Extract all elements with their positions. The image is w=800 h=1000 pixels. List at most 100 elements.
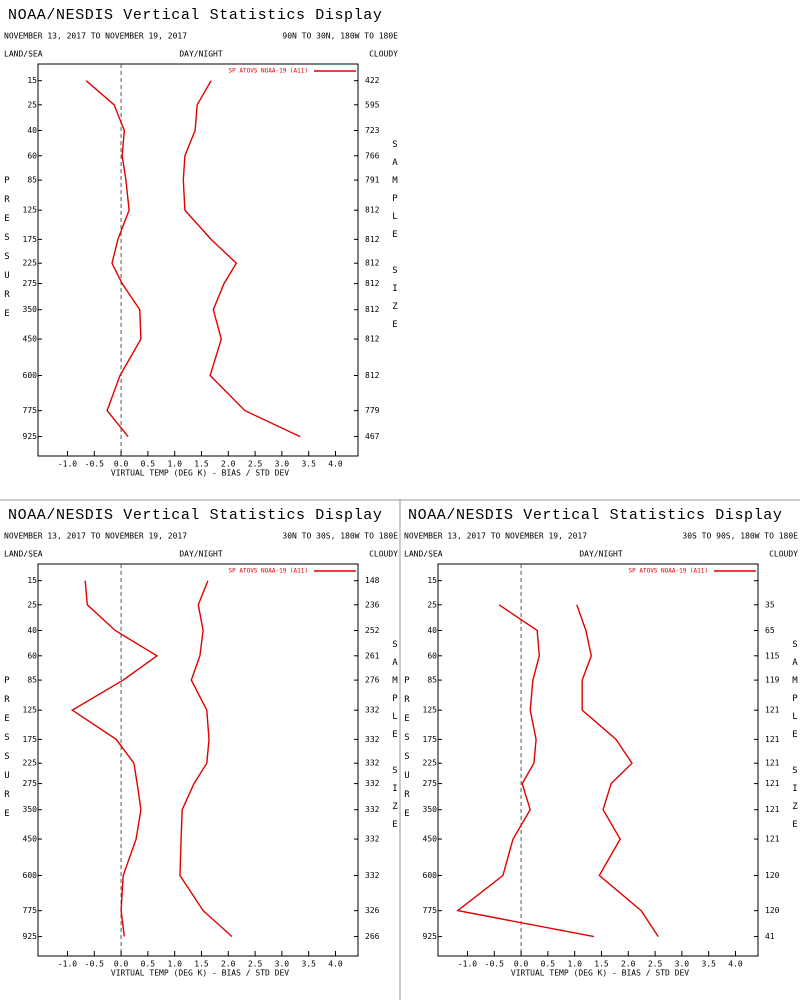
sample-size: 595 — [365, 100, 380, 109]
y-tick-label: 40 — [27, 126, 37, 135]
sample-size: 812 — [365, 305, 380, 314]
x-tick-label: 3.0 — [275, 960, 290, 969]
y-tick-label: 275 — [23, 279, 38, 288]
x-tick-label: 2.0 — [221, 960, 236, 969]
plot-frame — [37, 63, 359, 457]
y-tick-label: 450 — [23, 335, 38, 344]
bias-line — [70, 580, 159, 937]
sample-size: 121 — [765, 835, 780, 844]
x-tick-label: 0.0 — [514, 960, 529, 969]
y-tick-label: 775 — [23, 906, 38, 915]
sample-size: 791 — [365, 176, 380, 185]
x-tick-label: 1.5 — [594, 960, 609, 969]
y-tick-label: 60 — [427, 651, 437, 660]
land-sea: LAND/SEA — [404, 550, 443, 559]
x-tick-label: 4.0 — [328, 460, 343, 469]
y-tick-label: 85 — [427, 676, 437, 685]
bias-line — [456, 604, 595, 938]
sample-size: 121 — [765, 805, 780, 814]
x-tick-label: 4.0 — [328, 960, 343, 969]
sample-size: 121 — [765, 706, 780, 715]
y-tick-label: 350 — [23, 305, 38, 314]
y2-axis-label: SAMPLE SIZE — [390, 140, 400, 338]
region: 90N TO 30N, 180W TO 180E — [282, 32, 398, 41]
sample-size: 812 — [365, 279, 380, 288]
sample-size: 723 — [365, 126, 380, 135]
y-tick-label: 125 — [423, 706, 438, 715]
sample-size: 766 — [365, 151, 380, 160]
y-tick-label: 275 — [423, 779, 438, 788]
y-tick-label: 175 — [23, 235, 38, 244]
x-tick-label: 3.0 — [275, 460, 290, 469]
x-tick-label: -0.5 — [85, 960, 104, 969]
chart-title: NOAA/NESDIS Vertical Statistics Display — [8, 507, 382, 524]
y-tick-label: 350 — [23, 805, 38, 814]
sample-size: 236 — [365, 600, 380, 609]
y-tick-label: 275 — [23, 779, 38, 788]
x-tick-label: 3.5 — [301, 960, 316, 969]
y-axis-label: PRESSURE — [402, 676, 412, 828]
x-tick-label: 2.5 — [648, 960, 663, 969]
sample-size: 812 — [365, 206, 380, 215]
x-tick-label: 4.0 — [728, 960, 743, 969]
sample-size: 332 — [365, 759, 380, 768]
sample-size: 121 — [765, 735, 780, 744]
legend-label: SP ATOVS NOAA-19 (A11) — [229, 568, 308, 575]
y-tick-label: 450 — [423, 835, 438, 844]
sample-size: 121 — [765, 779, 780, 788]
date-range: NOVEMBER 13, 2017 TO NOVEMBER 19, 2017 — [4, 532, 187, 541]
x-tick-label: 0.5 — [141, 960, 156, 969]
y-tick-label: 25 — [27, 600, 37, 609]
day-night: DAY/NIGHT — [179, 50, 223, 59]
sample-size: 261 — [365, 651, 380, 660]
x-tick-label: -1.0 — [58, 960, 77, 969]
sample-size: 120 — [765, 871, 780, 880]
sample-size: 332 — [365, 735, 380, 744]
y-tick-label: 40 — [427, 626, 437, 635]
day-night: DAY/NIGHT — [579, 550, 623, 559]
x-tick-label: 1.0 — [567, 960, 582, 969]
sample-size: 467 — [365, 432, 380, 441]
sample-size: 422 — [365, 76, 380, 85]
sample-size: 266 — [365, 932, 380, 941]
x-tick-label: 0.5 — [141, 460, 156, 469]
date-range: NOVEMBER 13, 2017 TO NOVEMBER 19, 2017 — [4, 32, 187, 41]
y-tick-label: 600 — [23, 371, 38, 380]
cloudy: CLOUDY — [769, 550, 798, 559]
y2-axis-label: SAMPLE SIZE — [790, 640, 800, 838]
sample-size: 119 — [765, 676, 780, 685]
y-tick-label: 450 — [23, 835, 38, 844]
y-tick-label: 600 — [23, 871, 38, 880]
sample-size: 332 — [365, 871, 380, 880]
x-tick-label: 1.0 — [167, 960, 182, 969]
sample-size: 332 — [365, 835, 380, 844]
x-tick-label: 3.5 — [701, 960, 716, 969]
land-sea: LAND/SEA — [4, 50, 43, 59]
plot-frame — [437, 563, 759, 957]
x-tick-label: 3.5 — [301, 460, 316, 469]
y-tick-label: 175 — [23, 735, 38, 744]
cloudy: CLOUDY — [369, 550, 398, 559]
std-dev-line — [182, 80, 301, 438]
sample-size: 252 — [365, 626, 380, 635]
y-tick-label: 925 — [423, 932, 438, 941]
sample-size: 120 — [765, 906, 780, 915]
sample-size: 41 — [765, 932, 775, 941]
chart-title: NOAA/NESDIS Vertical Statistics Display — [408, 507, 782, 524]
y-tick-label: 15 — [27, 76, 37, 85]
legend-label: SP ATOVS NOAA-19 (A11) — [229, 68, 308, 75]
y-tick-label: 600 — [423, 871, 438, 880]
y-tick-label: 125 — [23, 706, 38, 715]
y-tick-label: 60 — [27, 651, 37, 660]
x-tick-label: -1.0 — [58, 460, 77, 469]
sample-size: 332 — [365, 805, 380, 814]
x-tick-label: -1.0 — [458, 960, 477, 969]
y-tick-label: 15 — [427, 576, 437, 585]
y-tick-label: 175 — [423, 735, 438, 744]
x-tick-label: 3.0 — [675, 960, 690, 969]
region: 30S TO 90S, 180W TO 180E — [682, 532, 798, 541]
x-tick-label: -0.5 — [485, 960, 504, 969]
date-range: NOVEMBER 13, 2017 TO NOVEMBER 19, 2017 — [404, 532, 587, 541]
